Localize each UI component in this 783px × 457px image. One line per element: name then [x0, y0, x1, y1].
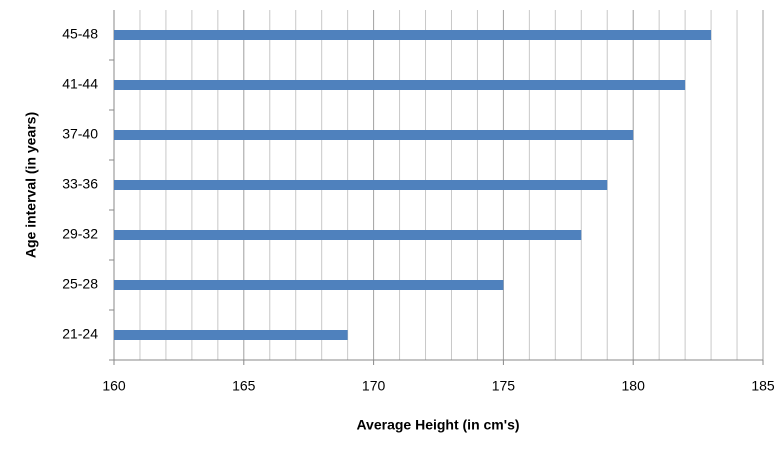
y-tick-label: 45-48 — [62, 26, 98, 42]
bar — [114, 330, 348, 340]
bar — [114, 30, 712, 40]
x-tick-label: 160 — [102, 378, 126, 394]
bar — [114, 280, 504, 290]
y-tick-label: 21-24 — [62, 326, 98, 342]
bar — [114, 80, 686, 90]
x-tick-label: 165 — [232, 378, 256, 394]
x-axis-title: Average Height (in cm's) — [356, 417, 519, 433]
bar — [114, 180, 608, 190]
bar — [114, 130, 634, 140]
bar — [114, 230, 582, 240]
y-tick-label: 41-44 — [62, 76, 98, 92]
x-tick-label: 175 — [492, 378, 516, 394]
x-tick-label: 185 — [751, 378, 775, 394]
y-tick-label: 29-32 — [62, 226, 98, 242]
y-tick-label: 25-28 — [62, 276, 98, 292]
y-tick-label: 33-36 — [62, 176, 98, 192]
x-tick-label: 170 — [362, 378, 386, 394]
y-axis-title: Age interval (in years) — [23, 112, 39, 258]
y-tick-label: 37-40 — [62, 126, 98, 142]
x-tick-label: 180 — [622, 378, 646, 394]
